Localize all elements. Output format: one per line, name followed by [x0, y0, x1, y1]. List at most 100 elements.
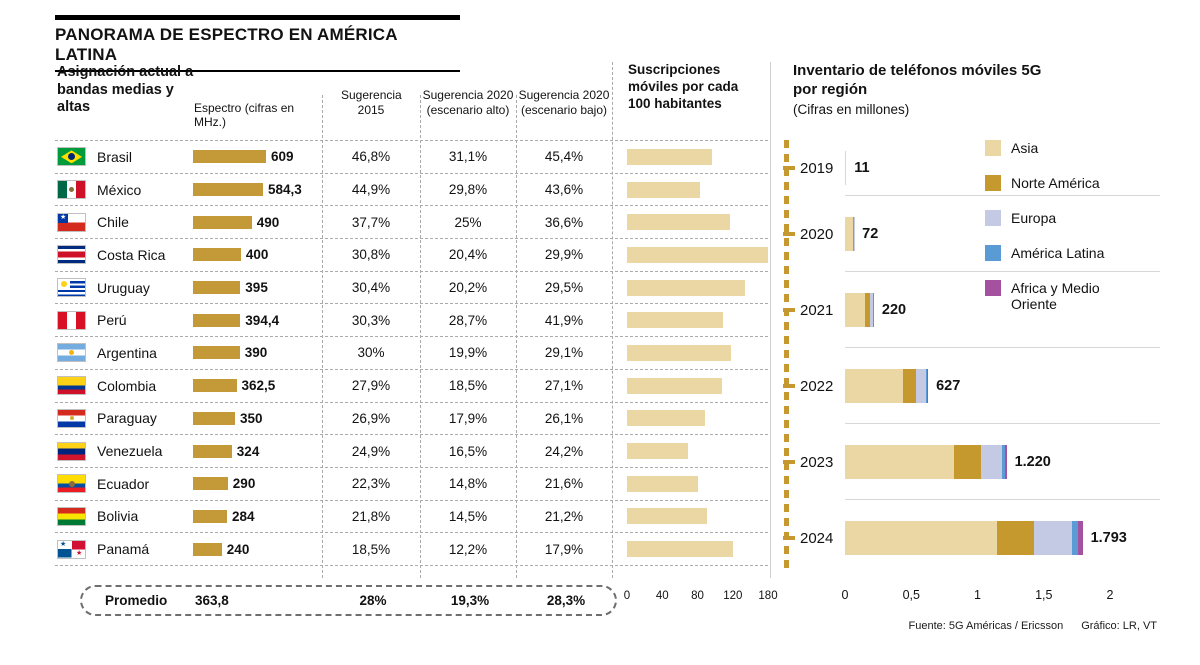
timeline-divider — [784, 140, 789, 572]
spectrum-bar — [193, 509, 227, 523]
table-row: Uruguay 395 30,4% 20,2% 29,5% — [55, 272, 768, 305]
subscriptions-cell — [612, 344, 768, 361]
segment-europa — [870, 293, 874, 327]
sugerencia-2015-value: 30,3% — [351, 312, 391, 328]
year-row: 2023 1.220 — [783, 424, 1160, 500]
subscriptions-cell — [612, 541, 768, 558]
column-header-sugerencia-2020-bajo: Sugerencia 2020 (escenario bajo) — [518, 88, 610, 117]
country-cell: Brasil — [55, 147, 193, 167]
total-label: 1.793 — [1090, 530, 1127, 546]
sugerencia-2020-alto-value: 16,5% — [448, 443, 488, 459]
subscriptions-cell — [612, 148, 768, 165]
sugerencia-2015-value: 24,9% — [351, 443, 391, 459]
spectrum-bar — [193, 313, 241, 327]
spectrum-cell: 395 — [193, 280, 322, 295]
flag-venezuela-icon — [57, 441, 86, 461]
year-row: 2024 1.793 — [783, 500, 1160, 576]
subscriptions-cell — [612, 410, 768, 427]
table-row: Ecuador 290 22,3% 14,8% 21,6% — [55, 468, 768, 501]
flag-panama-icon — [57, 539, 86, 559]
year-row: 2022 627 — [783, 348, 1160, 424]
country-label: Panamá — [97, 541, 150, 558]
sugerencia-2020-bajo-value: 45,4% — [544, 149, 584, 165]
spectrum-value: 490 — [256, 214, 280, 230]
segment-am-rica-latina — [926, 369, 928, 403]
country-cell: Ecuador — [55, 474, 193, 494]
country-cell: Bolivia — [55, 506, 193, 526]
sugerencia-2020-bajo-value: 41,9% — [544, 312, 584, 328]
legend: Asia Norte América Europa América Latina Afr… — [985, 140, 1160, 332]
spectrum-cell: 584,3 — [193, 182, 322, 197]
year-label: 2019 — [800, 159, 834, 177]
legend-item: Asia — [985, 140, 1160, 156]
spectrum-value: 400 — [245, 247, 269, 263]
spectrum-bar — [193, 542, 222, 556]
sugerencia-2020-alto-value: 12,2% — [448, 541, 488, 557]
sugerencia-2020-alto-value: 20,2% — [448, 280, 488, 296]
segment-am-rica-latina — [1001, 445, 1005, 479]
table-row: Argentina 390 30% 19,9% 29,1% — [55, 337, 768, 370]
subscriptions-bar — [627, 246, 768, 263]
spectrum-cell: 400 — [193, 247, 322, 262]
spectrum-bar — [193, 281, 241, 295]
year-row: 2020 72 — [783, 196, 1160, 272]
spectrum-bar — [193, 183, 263, 197]
segment-asia — [845, 151, 847, 185]
flag-ecuador-icon — [57, 474, 86, 494]
legend-label: Europa — [1011, 210, 1057, 227]
column-divider — [612, 62, 613, 578]
table-row: Chile 490 37,7% 25% 36,6% — [55, 206, 768, 240]
spectrum-cell: 609 — [193, 149, 322, 164]
sugerencia-2015-value: 21,8% — [351, 508, 391, 524]
country-label: Uruguay — [97, 279, 150, 296]
sugerencia-2020-alto-value: 19,9% — [448, 345, 488, 361]
spectrum-bar — [193, 477, 228, 491]
year-tick — [783, 536, 795, 540]
country-label: Bolivia — [97, 508, 139, 525]
year-row: 2021 220 — [783, 272, 1160, 348]
sugerencia-2015-value: 44,9% — [351, 182, 391, 198]
subscriptions-bar — [627, 181, 700, 198]
legend-item: Europa — [985, 210, 1160, 227]
promedio-sugerencia-2015: 28% — [359, 593, 387, 608]
country-label: Chile — [97, 214, 129, 231]
spectrum-value: 362,5 — [241, 378, 276, 394]
flag-bolivia-icon — [57, 506, 86, 526]
subscriptions-bar — [627, 344, 732, 361]
spectrum-cell: 324 — [193, 444, 322, 459]
subscriptions-cell — [612, 246, 768, 263]
table-row: Venezuela 324 24,9% 16,5% 24,2% — [55, 435, 768, 468]
segment-asia — [845, 445, 954, 479]
sugerencia-2020-alto-value: 18,5% — [448, 378, 488, 394]
spectrum-cell: 284 — [193, 509, 322, 524]
spectrum-bar — [193, 411, 235, 425]
country-label: México — [97, 181, 142, 198]
spectrum-value: 350 — [240, 410, 263, 426]
axis-tick-label: 1 — [974, 588, 981, 602]
inventory-chart-subtitle: (Cifras en millones) — [793, 102, 910, 117]
subscriptions-bar — [627, 508, 707, 525]
spectrum-bar — [193, 444, 232, 458]
axis-tick-label: 120 — [723, 590, 743, 602]
segment-europa — [1034, 521, 1072, 555]
sugerencia-2020-alto-value: 14,8% — [448, 476, 488, 492]
country-cell: Costa Rica — [55, 245, 193, 265]
spectrum-bar — [193, 215, 252, 229]
country-label: Argentina — [97, 344, 157, 361]
segment-europa — [980, 445, 1002, 479]
subscriptions-cell — [612, 279, 768, 296]
sugerencia-2015-value: 37,7% — [351, 214, 391, 230]
segment-norte-am-rica — [903, 369, 916, 403]
segment-norte-am-rica — [852, 217, 854, 251]
sugerencia-2020-bajo-value: 24,2% — [544, 443, 584, 459]
sugerencia-2015-value: 30% — [357, 345, 385, 361]
sugerencia-2020-bajo-value: 29,9% — [544, 247, 584, 263]
promedio-label: Promedio — [105, 593, 168, 608]
segment-africa-y-medio-oriente — [927, 369, 929, 403]
table-row: Costa Rica 400 30,8% 20,4% 29,9% — [55, 239, 768, 272]
country-label: Venezuela — [97, 443, 163, 460]
country-cell: Venezuela — [55, 441, 193, 461]
subscriptions-x-axis: 0 40 80 120 180 — [624, 590, 778, 604]
segment-africa-y-medio-oriente — [1004, 445, 1007, 479]
